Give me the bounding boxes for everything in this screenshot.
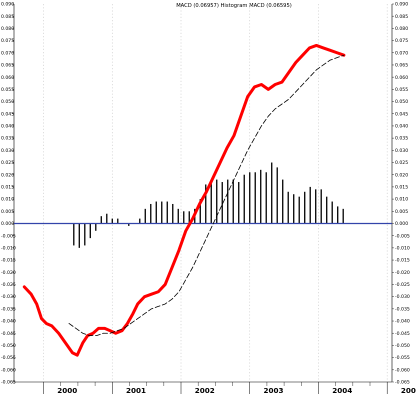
y-tick-label-right: 0.065 bbox=[395, 63, 408, 69]
y-tick-label-left: 0.040 bbox=[1, 124, 14, 130]
y-tick-label-right: 0.015 bbox=[395, 185, 408, 191]
y-tick-label-left: -0.035 bbox=[1, 306, 16, 312]
y-tick-label-left: 0.005 bbox=[1, 209, 14, 215]
x-tick-label: 2002 bbox=[195, 386, 215, 395]
y-tick-label-left: -0.055 bbox=[1, 355, 16, 361]
y-tick-label-right: 0.080 bbox=[395, 26, 408, 32]
y-tick-label-left: -0.040 bbox=[1, 319, 16, 325]
y-tick-label-right: -0.010 bbox=[395, 245, 410, 251]
y-tick-label-right: 0.020 bbox=[395, 172, 408, 178]
y-tick-label-right: 0.045 bbox=[395, 111, 408, 117]
y-tick-label-left: 0.015 bbox=[1, 185, 14, 191]
y-tick-label-right: 0.075 bbox=[395, 38, 408, 44]
y-tick-label-left: 0.060 bbox=[1, 75, 14, 81]
y-tick-label-right: -0.005 bbox=[395, 233, 410, 239]
y-tick-label-right: 0.050 bbox=[395, 99, 408, 105]
y-tick-label-right: 0.010 bbox=[395, 197, 408, 203]
y-tick-label-right: 0.060 bbox=[395, 75, 408, 81]
y-tick-label-left: 0.020 bbox=[1, 172, 14, 178]
y-tick-label-left: -0.065 bbox=[1, 380, 16, 386]
y-tick-label-right: 0.025 bbox=[395, 160, 408, 166]
y-tick-label-left: -0.005 bbox=[1, 233, 16, 239]
y-tick-label-left: -0.060 bbox=[1, 367, 16, 373]
y-tick-label-right: 0.030 bbox=[395, 148, 408, 154]
y-tick-label-left: -0.015 bbox=[1, 258, 16, 264]
y-tick-label-left: -0.025 bbox=[1, 282, 16, 288]
y-tick-label-left: 0.045 bbox=[1, 111, 14, 117]
y-tick-label-left: 0.030 bbox=[1, 148, 14, 154]
y-tick-label-left: -0.010 bbox=[1, 245, 16, 251]
x-tick-label: 2000 bbox=[57, 386, 77, 395]
y-tick-label-right: 0.055 bbox=[395, 87, 408, 93]
y-tick-label-left: 0.065 bbox=[1, 63, 14, 69]
y-tick-label-left: 0.000 bbox=[1, 221, 14, 227]
y-tick-label-left: -0.045 bbox=[1, 331, 16, 337]
y-tick-label-left: 0.085 bbox=[1, 14, 14, 20]
x-tick-label: 2003 bbox=[263, 386, 283, 395]
y-tick-label-right: -0.030 bbox=[395, 294, 410, 300]
y-tick-label-right: -0.055 bbox=[395, 355, 410, 361]
x-tick-label: 2001 bbox=[126, 386, 146, 395]
histogram-bars bbox=[73, 162, 344, 248]
x-axis: 2000 2001 2002 2003 2004 200 bbox=[14, 381, 416, 395]
y-tick-label-right: 0.000 bbox=[395, 221, 408, 227]
y-tick-label-right: 0.005 bbox=[395, 209, 408, 215]
y-tick-label-right: -0.015 bbox=[395, 258, 410, 264]
y-tick-label-right: 0.085 bbox=[395, 14, 408, 20]
y-tick-label-right: -0.020 bbox=[395, 270, 410, 276]
y-tick-label-left: 0.025 bbox=[1, 160, 14, 166]
y-tick-label-right: 0.090 bbox=[395, 2, 408, 8]
y-tick-label-right: -0.045 bbox=[395, 331, 410, 337]
y-axis-right: 0.090 0.085 0.080 0.075 0.070 0.065 0.060 0.055… bbox=[391, 2, 410, 386]
x-tick-label: 200 bbox=[401, 386, 416, 395]
y-tick-label-right: -0.040 bbox=[395, 319, 410, 325]
signal-line bbox=[68, 54, 345, 337]
y-tick-label-right: 0.040 bbox=[395, 124, 408, 130]
chart-title: MACD (0.06957) Histogram MACD (0.06595) bbox=[176, 3, 292, 9]
y-tick-label-left: 0.070 bbox=[1, 50, 14, 56]
y-tick-label-left: 0.090 bbox=[1, 2, 14, 8]
y-tick-label-right: 0.035 bbox=[395, 136, 408, 142]
series-layer bbox=[22, 43, 346, 357]
y-tick-label-left: 0.035 bbox=[1, 136, 14, 142]
y-tick-label-right: -0.050 bbox=[395, 343, 410, 349]
y-tick-label-left: -0.020 bbox=[1, 270, 16, 276]
y-tick-label-right: -0.035 bbox=[395, 306, 410, 312]
y-tick-label-left: -0.030 bbox=[1, 294, 16, 300]
y-tick-label-left: 0.080 bbox=[1, 26, 14, 32]
y-tick-label-left: 0.075 bbox=[1, 38, 14, 44]
y-axis-left: 0.090 0.085 0.080 0.075 0.070 0.065 0.060 0.055… bbox=[1, 2, 16, 386]
y-tick-label-left: 0.055 bbox=[1, 87, 14, 93]
x-tick-label: 2004 bbox=[332, 386, 352, 395]
y-tick-label-right: 0.070 bbox=[395, 50, 408, 56]
y-tick-label-right: -0.060 bbox=[395, 367, 410, 373]
y-tick-label-left: -0.050 bbox=[1, 343, 16, 349]
y-tick-label-left: 0.010 bbox=[1, 197, 14, 203]
y-tick-label-right: -0.025 bbox=[395, 282, 410, 288]
macd-line bbox=[22, 43, 346, 357]
y-tick-label-left: 0.050 bbox=[1, 99, 14, 105]
y-tick-label-right: -0.065 bbox=[395, 380, 410, 386]
